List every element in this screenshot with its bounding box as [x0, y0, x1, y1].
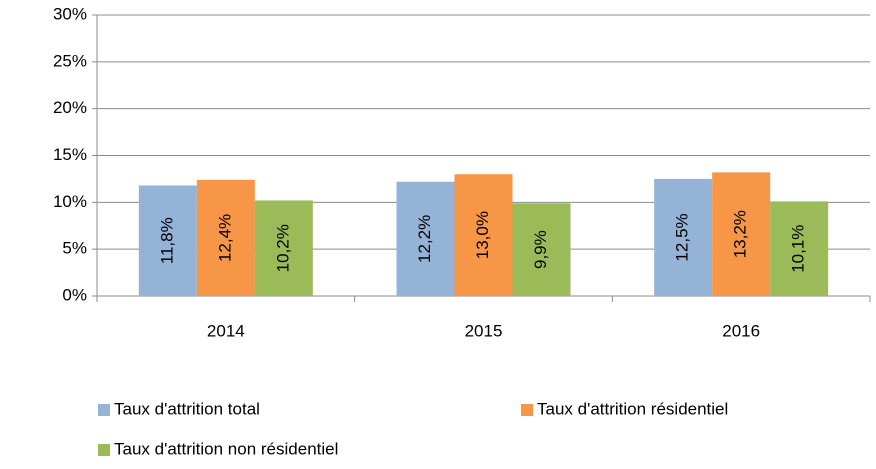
y-tick-label: 25% — [53, 51, 87, 70]
y-tick-label: 30% — [53, 4, 87, 23]
data-label: 11,8% — [157, 217, 176, 264]
data-label: 12,4% — [215, 214, 234, 262]
legend-swatch — [98, 444, 110, 456]
y-tick-label: 20% — [53, 98, 87, 117]
bar — [196, 179, 255, 296]
y-tick-label: 0% — [62, 285, 87, 304]
x-tick-label: 2014 — [207, 321, 245, 340]
y-tick-label: 5% — [62, 239, 87, 258]
data-label: 13,0% — [473, 211, 492, 259]
y-tick-label: 10% — [53, 192, 87, 211]
data-label: 12,5% — [673, 213, 692, 261]
legend-label: Taux d'attrition non résidentiel — [114, 439, 338, 458]
bar — [712, 172, 771, 296]
bar — [138, 185, 197, 296]
bar — [396, 181, 455, 296]
bar — [512, 203, 571, 296]
legend-label: Taux d'attrition total — [114, 399, 260, 418]
x-tick-label: 2016 — [722, 321, 760, 340]
x-tick-label: 2015 — [465, 321, 503, 340]
legend-swatch — [521, 404, 533, 416]
bar — [654, 178, 713, 296]
legend-swatch — [98, 404, 110, 416]
data-label: 13,2% — [731, 210, 750, 258]
bar — [254, 200, 313, 296]
data-label: 9,9% — [531, 230, 550, 269]
bar — [770, 201, 829, 296]
data-label: 10,1% — [789, 225, 808, 273]
data-label: 10,2% — [273, 224, 292, 272]
legend-label: Taux d'attrition résidentiel — [537, 399, 728, 418]
data-label: 12,2% — [415, 215, 434, 263]
y-tick-label: 15% — [53, 145, 87, 164]
bar — [454, 174, 513, 296]
